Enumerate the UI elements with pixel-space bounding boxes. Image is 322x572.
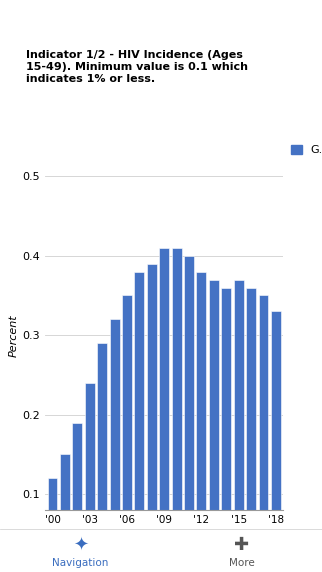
Bar	[221, 288, 231, 572]
Legend: G...: G...	[291, 145, 322, 156]
Text: ✚: ✚	[234, 537, 249, 554]
Text: ❮  Back: ❮ Back	[16, 19, 65, 31]
Bar	[109, 319, 119, 572]
Text: More: More	[229, 558, 254, 567]
Bar	[147, 264, 157, 572]
Bar	[85, 383, 95, 572]
Text: HIV Incidence (Ages 15-49): HIV Incidence (Ages 15-49)	[39, 18, 263, 33]
Bar	[72, 423, 82, 572]
Bar	[122, 296, 132, 572]
Bar	[259, 296, 269, 572]
Text: ⬆: ⬆	[295, 19, 306, 31]
Bar	[234, 280, 244, 572]
Bar	[184, 256, 194, 572]
Bar	[159, 248, 169, 572]
Text: Navigation: Navigation	[52, 558, 109, 567]
Bar	[209, 280, 219, 572]
Bar	[48, 478, 58, 572]
Bar	[172, 248, 182, 572]
Bar	[196, 272, 206, 572]
Text: ✦: ✦	[73, 537, 88, 554]
Bar	[60, 454, 70, 572]
Bar	[246, 288, 256, 572]
Y-axis label: Percent: Percent	[8, 314, 18, 356]
Bar	[97, 343, 107, 572]
Bar	[135, 272, 144, 572]
Text: Indicator 1/2 - HIV Incidence (Ages
15-49). Minimum value is 0.1 which
indicates: Indicator 1/2 - HIV Incidence (Ages 15-4…	[26, 50, 248, 84]
Bar	[271, 311, 281, 572]
